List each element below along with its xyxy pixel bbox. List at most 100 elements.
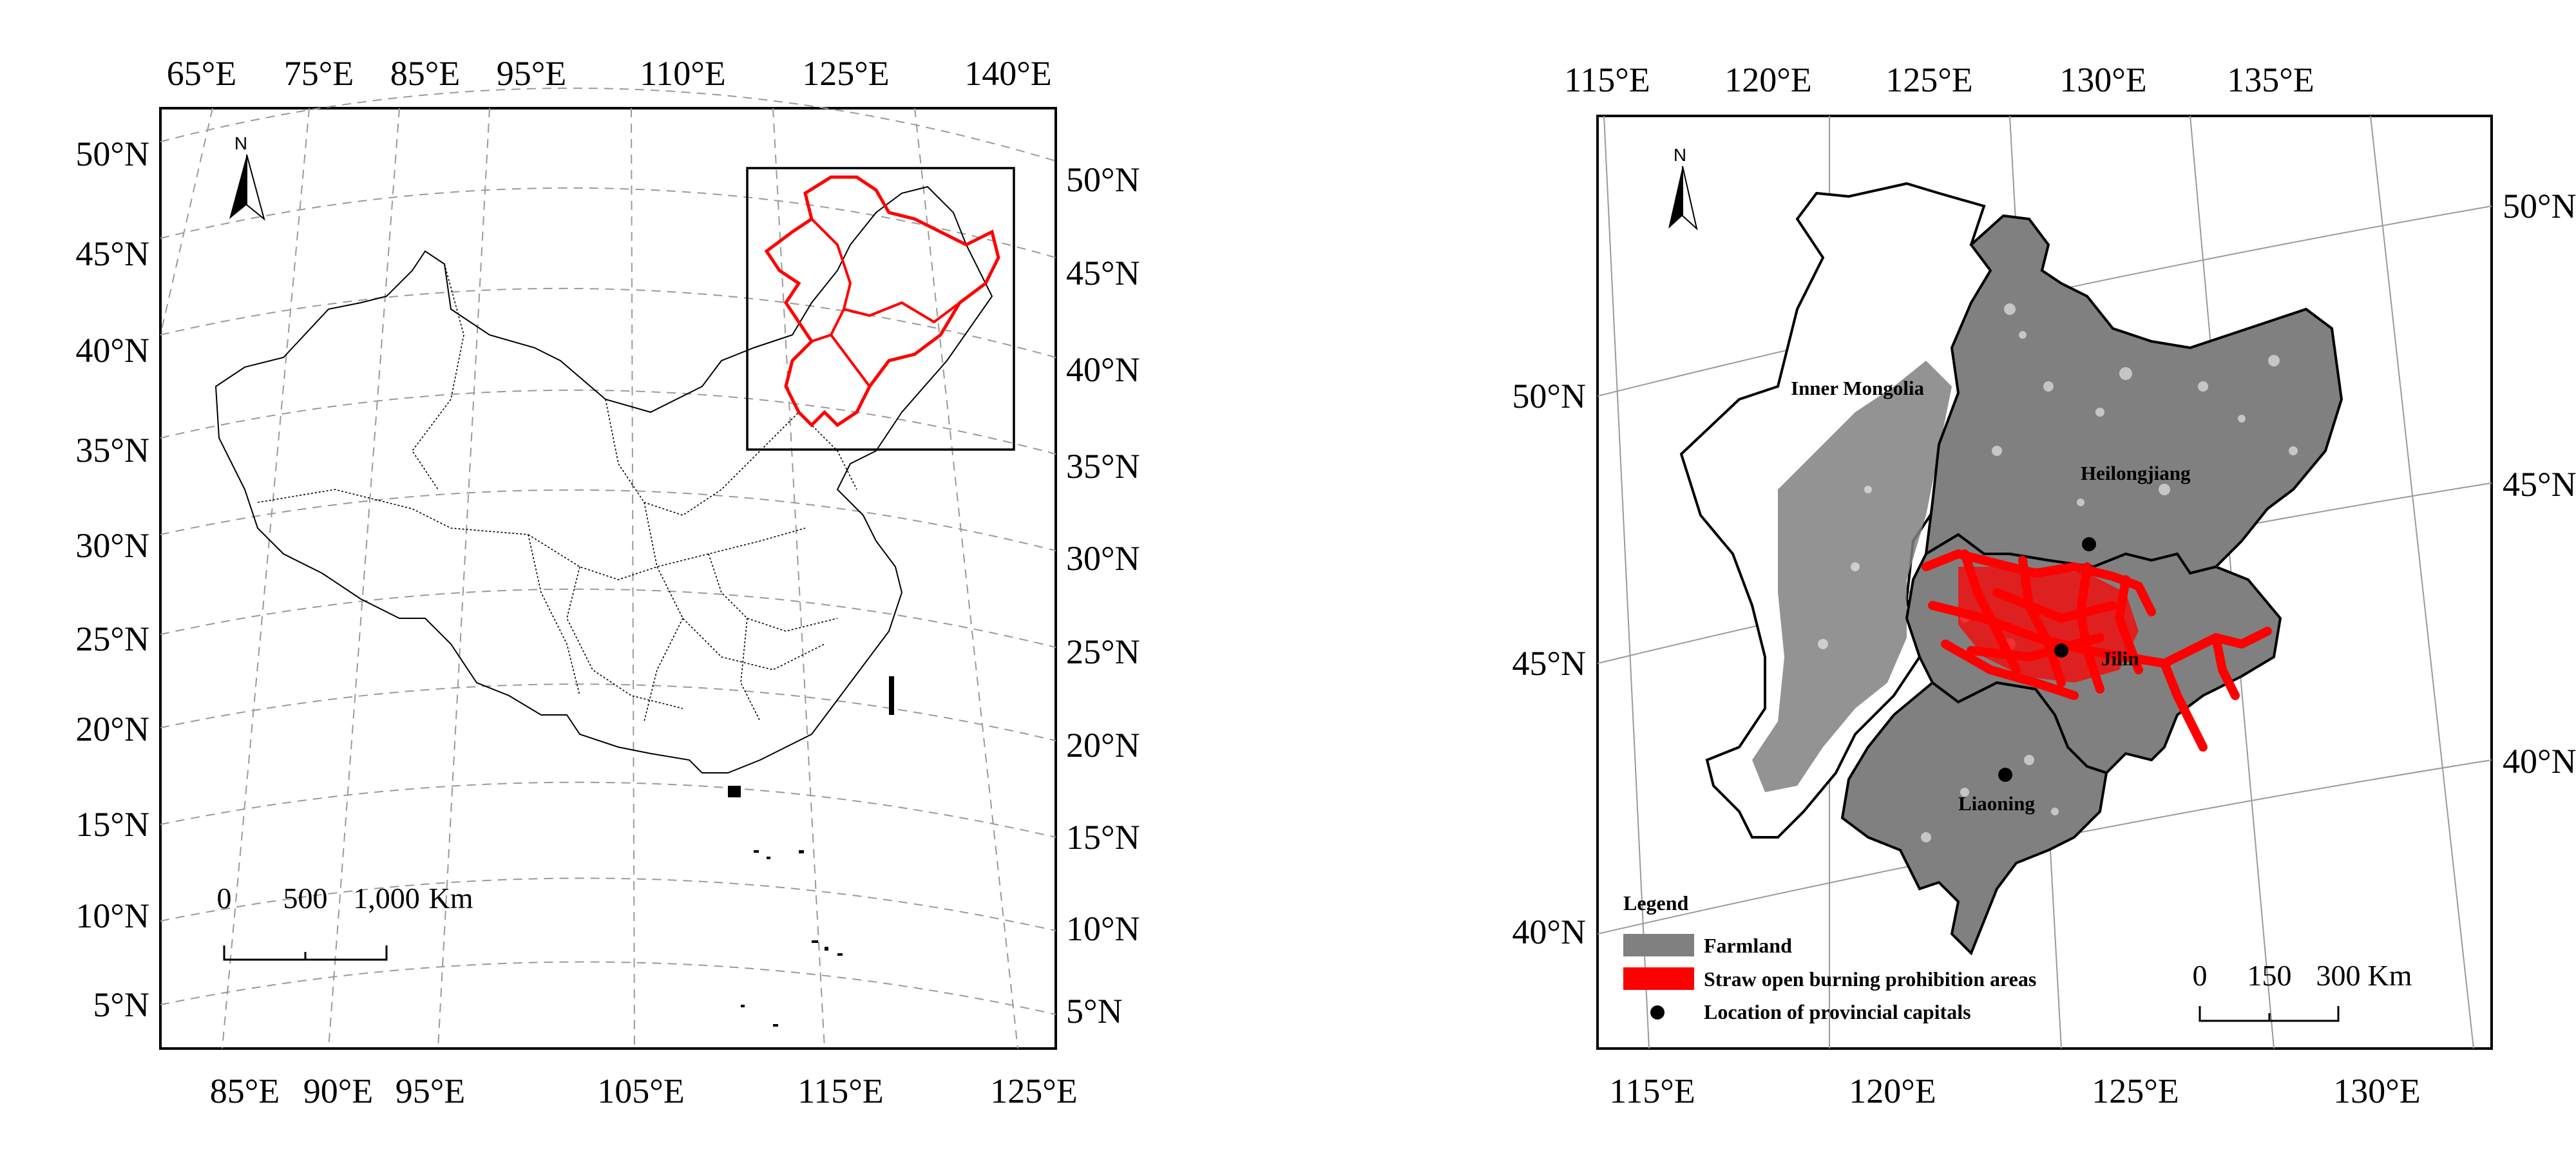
left-lat-labels: 50°N 45°N 40°N 35°N 30°N 25°N 20°N 15°N … [75, 135, 149, 1024]
svg-text:130°E: 130°E [2333, 1072, 2421, 1110]
svg-text:45°N: 45°N [2503, 465, 2576, 504]
svg-text:40°N: 40°N [2503, 742, 2576, 781]
svg-text:50°N: 50°N [75, 135, 149, 173]
svg-text:N: N [1674, 145, 1686, 165]
svg-text:135°E: 135°E [2227, 61, 2314, 99]
right-top-lon-labels: 115°E 120°E 125°E 130°E 135°E [1564, 61, 2314, 99]
svg-text:25°N: 25°N [75, 620, 149, 658]
svg-text:20°N: 20°N [75, 710, 149, 748]
svg-text:115°E: 115°E [1564, 61, 1650, 99]
svg-text:115°E: 115°E [1609, 1072, 1695, 1110]
svg-text:125°E: 125°E [990, 1072, 1078, 1110]
right-scale-tick-2: 300 [2316, 959, 2361, 992]
legend-prohibition-swatch [1623, 967, 1694, 990]
svg-text:95°E: 95°E [497, 54, 567, 93]
svg-text:35°N: 35°N [1066, 447, 1140, 486]
svg-text:25°N: 25°N [1066, 632, 1140, 671]
svg-text:90°E: 90°E [303, 1072, 374, 1110]
svg-text:50°N: 50°N [2503, 187, 2576, 225]
svg-text:50°N: 50°N [1066, 160, 1140, 199]
svg-text:75°E: 75°E [284, 54, 354, 93]
inner-mongolia-farmland [1752, 361, 1952, 792]
svg-text:5°N: 5°N [1066, 992, 1123, 1030]
svg-text:35°N: 35°N [75, 431, 149, 470]
right-map: Inner Mongolia Heilongjiang Jilin Liaoni… [1512, 61, 2576, 1110]
legend-title: Legend [1623, 891, 1689, 915]
legend-farmland-swatch [1623, 934, 1694, 956]
svg-text:10°N: 10°N [1066, 909, 1140, 948]
svg-text:105°E: 105°E [597, 1072, 685, 1110]
svg-text:110°E: 110°E [640, 54, 726, 93]
northeast-internal-borders [810, 218, 961, 388]
right-scale-tick-1: 150 [2247, 959, 2292, 992]
svg-text:30°N: 30°N [75, 526, 149, 565]
liaoning-region [1840, 681, 2108, 956]
label-heilongjiang: Heilongjiang [2081, 462, 2191, 484]
svg-text:125°E: 125°E [2092, 1072, 2179, 1110]
svg-text:115°E: 115°E [797, 1072, 884, 1110]
right-bottom-lon-labels: 115°E 120°E 125°E 130°E [1609, 1072, 2421, 1110]
left-scale-tick-2: 1,000 [353, 882, 420, 915]
svg-text:85°E: 85°E [210, 1072, 280, 1110]
right-scale-tick-0: 0 [2193, 959, 2208, 992]
left-scale-tick-1: 500 [283, 882, 328, 915]
left-scale-bar: 0 500 1,000 Km [217, 882, 473, 961]
capital-jilin [2054, 643, 2068, 658]
svg-text:125°E: 125°E [802, 54, 890, 93]
legend-capital-label: Location of provincial capitals [1704, 1000, 1971, 1023]
legend-farmland-label: Farmland [1704, 934, 1792, 957]
svg-text:30°N: 30°N [1066, 539, 1140, 578]
label-liaoning: Liaoning [1958, 792, 2035, 815]
svg-text:120°E: 120°E [1849, 1072, 1936, 1110]
left-north-arrow: N [229, 133, 265, 221]
provincial-capitals [1998, 537, 2096, 782]
svg-text:85°E: 85°E [390, 54, 461, 93]
left-graticule [160, 87, 1056, 1049]
left-map-frame [159, 107, 1057, 1050]
svg-text:50°N: 50°N [1512, 377, 1586, 415]
legend-capital-dot [1650, 1005, 1665, 1020]
svg-text:10°N: 10°N [75, 897, 149, 935]
south-china-sea-islands [728, 676, 894, 1027]
svg-text:45°N: 45°N [1512, 644, 1586, 683]
left-scale-tick-0: 0 [217, 882, 232, 915]
svg-text:125°E: 125°E [1885, 61, 1973, 99]
right-scale-unit: Km [2368, 959, 2412, 992]
northeast-inset-box [746, 167, 1015, 451]
prohibition-core-fill [1958, 567, 2139, 683]
svg-text:45°N: 45°N [75, 234, 149, 273]
svg-text:45°N: 45°N [1066, 254, 1140, 292]
svg-text:40°N: 40°N [1512, 913, 1586, 951]
capital-liaoning [1998, 768, 2012, 782]
svg-text:140°E: 140°E [964, 54, 1052, 93]
svg-text:40°N: 40°N [1066, 350, 1140, 389]
svg-text:20°N: 20°N [1066, 726, 1140, 764]
svg-text:15°N: 15°N [75, 805, 149, 844]
svg-text:120°E: 120°E [1724, 61, 1812, 99]
right-map-right-lat-labels: 50°N 45°N 40°N [2503, 187, 2576, 781]
left-map: N 0 500 1,000 Km 65°E 75°E 85°E 95°E 110… [75, 54, 1140, 1110]
heilongjiang-region [1924, 214, 2343, 575]
northeast-region-outline [764, 175, 1000, 428]
right-map-left-lat-labels: 50°N 45°N 40°N [1512, 377, 1586, 951]
legend-prohibition-label: Straw open burning prohibition areas [1704, 967, 2036, 991]
svg-text:65°E: 65°E [167, 54, 237, 93]
left-scale-unit: Km [429, 882, 473, 915]
label-inner-mongolia: Inner Mongolia [1791, 377, 1924, 399]
label-jilin: Jilin [2101, 647, 2139, 670]
svg-text:130°E: 130°E [2059, 61, 2147, 99]
legend: Legend Farmland Straw open burning prohi… [1623, 891, 2036, 1023]
left-bottom-lon-labels: 85°E 90°E 95°E 105°E 115°E 125°E [210, 1072, 1078, 1110]
svg-text:15°N: 15°N [1066, 818, 1140, 857]
left-top-lon-labels: 65°E 75°E 85°E 95°E 110°E 125°E 140°E [167, 54, 1052, 93]
svg-text:95°E: 95°E [396, 1072, 466, 1110]
svg-text:N: N [234, 133, 247, 153]
right-lat-labels-left-map: 50°N 45°N 40°N 35°N 30°N 25°N 20°N 15°N … [1066, 160, 1140, 1030]
china-outline [215, 185, 993, 774]
capital-heilongjiang [2082, 537, 2096, 551]
svg-text:40°N: 40°N [75, 331, 149, 370]
right-north-arrow: N [1668, 145, 1698, 231]
right-scale-bar: 0 150 300 Km [2193, 959, 2412, 1022]
china-province-lines [257, 263, 857, 722]
